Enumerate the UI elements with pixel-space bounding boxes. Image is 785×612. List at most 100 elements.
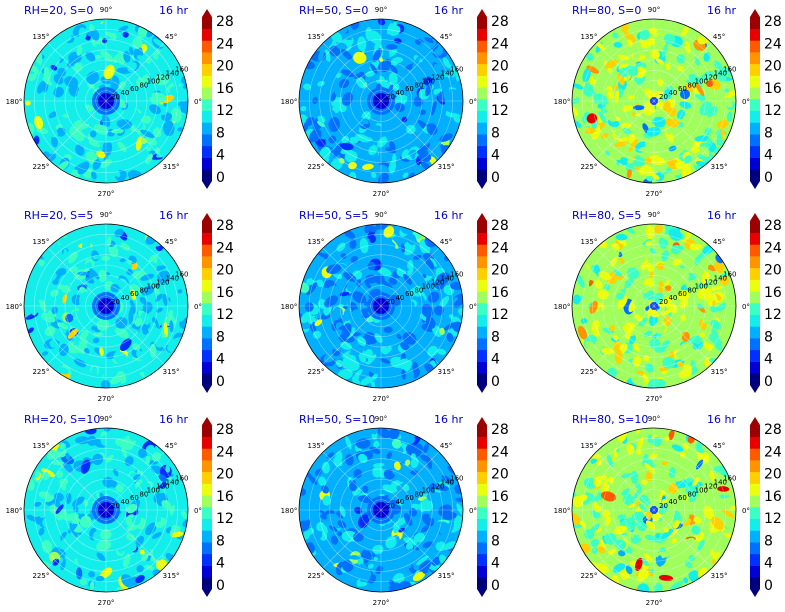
- field-blob: [316, 522, 325, 532]
- field-blob: [712, 338, 723, 351]
- field-blob: [383, 226, 395, 238]
- radial-tick-label: 80: [687, 81, 696, 89]
- field-blob: [422, 541, 434, 548]
- field-blob: [654, 224, 663, 234]
- field-blob: [618, 257, 625, 265]
- field-blob: [641, 479, 648, 485]
- field-blob: [609, 476, 614, 484]
- colorbar-segment: [750, 373, 760, 386]
- angle-tick-label: 315°: [438, 572, 455, 580]
- field-blob: [38, 527, 45, 536]
- field-blob: [630, 560, 637, 567]
- colorbar-segment: [202, 373, 212, 386]
- polar-outline: [571, 223, 737, 389]
- radial-tick-label: 140: [441, 70, 454, 78]
- field-blob: [335, 359, 344, 368]
- colorbar-tick-label: 12: [491, 511, 509, 527]
- field-blob: [121, 242, 131, 250]
- field-blob: [58, 237, 69, 246]
- field-blob: [92, 337, 100, 344]
- field-blob: [374, 131, 382, 146]
- field-blob: [453, 298, 463, 308]
- colorbar-segment: [202, 565, 212, 578]
- colorbar-segment: [202, 338, 212, 351]
- field-blob: [667, 557, 677, 566]
- colorbar-tick-label: 8: [491, 533, 500, 549]
- field-blob: [61, 478, 69, 485]
- colorbar-tick-label: 0: [764, 170, 773, 186]
- field-blob: [613, 269, 623, 277]
- field-blob: [655, 458, 663, 469]
- field-blob: [167, 344, 175, 352]
- field-blob: [600, 491, 617, 502]
- colorbar-segment: [202, 425, 212, 437]
- field-blob: [157, 255, 165, 265]
- colorbar-tick-label: 8: [491, 125, 500, 141]
- field-blob: [106, 262, 118, 270]
- field-blob: [397, 491, 407, 505]
- field-blob: [336, 61, 344, 72]
- angle-tick-label: 45°: [165, 442, 177, 450]
- colorbar-segment: [202, 314, 212, 327]
- field-blob: [359, 237, 369, 254]
- field-blob: [326, 264, 342, 274]
- field-blob: [661, 42, 668, 58]
- colorbar-tick-label: 20: [216, 263, 234, 279]
- field-blob: [336, 96, 343, 102]
- field-blob: [112, 334, 118, 341]
- field-blob: [343, 229, 355, 239]
- field-blob: [420, 454, 429, 462]
- field-blob: [663, 527, 669, 533]
- field-blob: [586, 52, 594, 61]
- colorbar-tick-label: 28: [216, 14, 234, 30]
- field-blob: [593, 469, 605, 477]
- field-blob: [126, 533, 136, 542]
- field-blob: [55, 334, 68, 342]
- field-blob: [370, 172, 377, 179]
- panel-title: RH=20, S=0: [24, 4, 93, 17]
- field-blob: [691, 96, 701, 106]
- angle-tick-label: 180°: [6, 98, 23, 106]
- field-blob: [133, 479, 143, 489]
- field-blob: [110, 374, 123, 385]
- field-blob: [341, 92, 353, 106]
- colorbar-tick-label: 24: [491, 444, 509, 460]
- field-blob: [646, 224, 655, 238]
- field-blob: [661, 68, 668, 76]
- colorbar-segment: [750, 349, 760, 362]
- center-core: [98, 298, 114, 314]
- field-blob: [613, 334, 619, 341]
- field-blob: [626, 444, 635, 455]
- field-blob: [135, 121, 144, 130]
- colorbar-extend-max: [202, 213, 212, 221]
- field-blob: [420, 138, 430, 146]
- colorbar-segment: [477, 256, 487, 269]
- colorbar-segment: [750, 145, 760, 158]
- field-blob: [154, 338, 165, 348]
- field-blob: [596, 289, 609, 300]
- field-blob: [598, 111, 607, 124]
- field-blob: [375, 565, 383, 575]
- colorbar-segment: [750, 361, 760, 374]
- polar-panel: 20 40 60 8010012014016090°45°0°315°270°225°…: [6, 4, 234, 198]
- field-blob: [382, 235, 393, 246]
- center-core: [98, 502, 114, 518]
- field-blob: [41, 471, 50, 481]
- colorbar-segment: [750, 565, 760, 578]
- field-blob: [153, 285, 160, 295]
- radial-tick-label: 100: [147, 282, 160, 290]
- field-blob: [402, 558, 409, 571]
- colorbar: 0 4 8 12 16 20 24 28: [202, 417, 234, 597]
- field-blob: [337, 369, 353, 380]
- colorbar-tick-label: 4: [764, 148, 773, 164]
- field-blob: [163, 321, 169, 338]
- colorbar-segment: [202, 279, 212, 292]
- field-blob: [664, 435, 670, 442]
- field-blob: [88, 271, 95, 279]
- colorbar-tick-label: 16: [764, 489, 782, 505]
- colorbar-tick-label: 16: [216, 285, 234, 301]
- field-blob: [330, 91, 337, 102]
- field-blob: [177, 127, 184, 132]
- polar-panel: 20 40 60 8010012014016090°45°0°315°270°225°…: [6, 209, 234, 403]
- field-blob: [372, 462, 385, 468]
